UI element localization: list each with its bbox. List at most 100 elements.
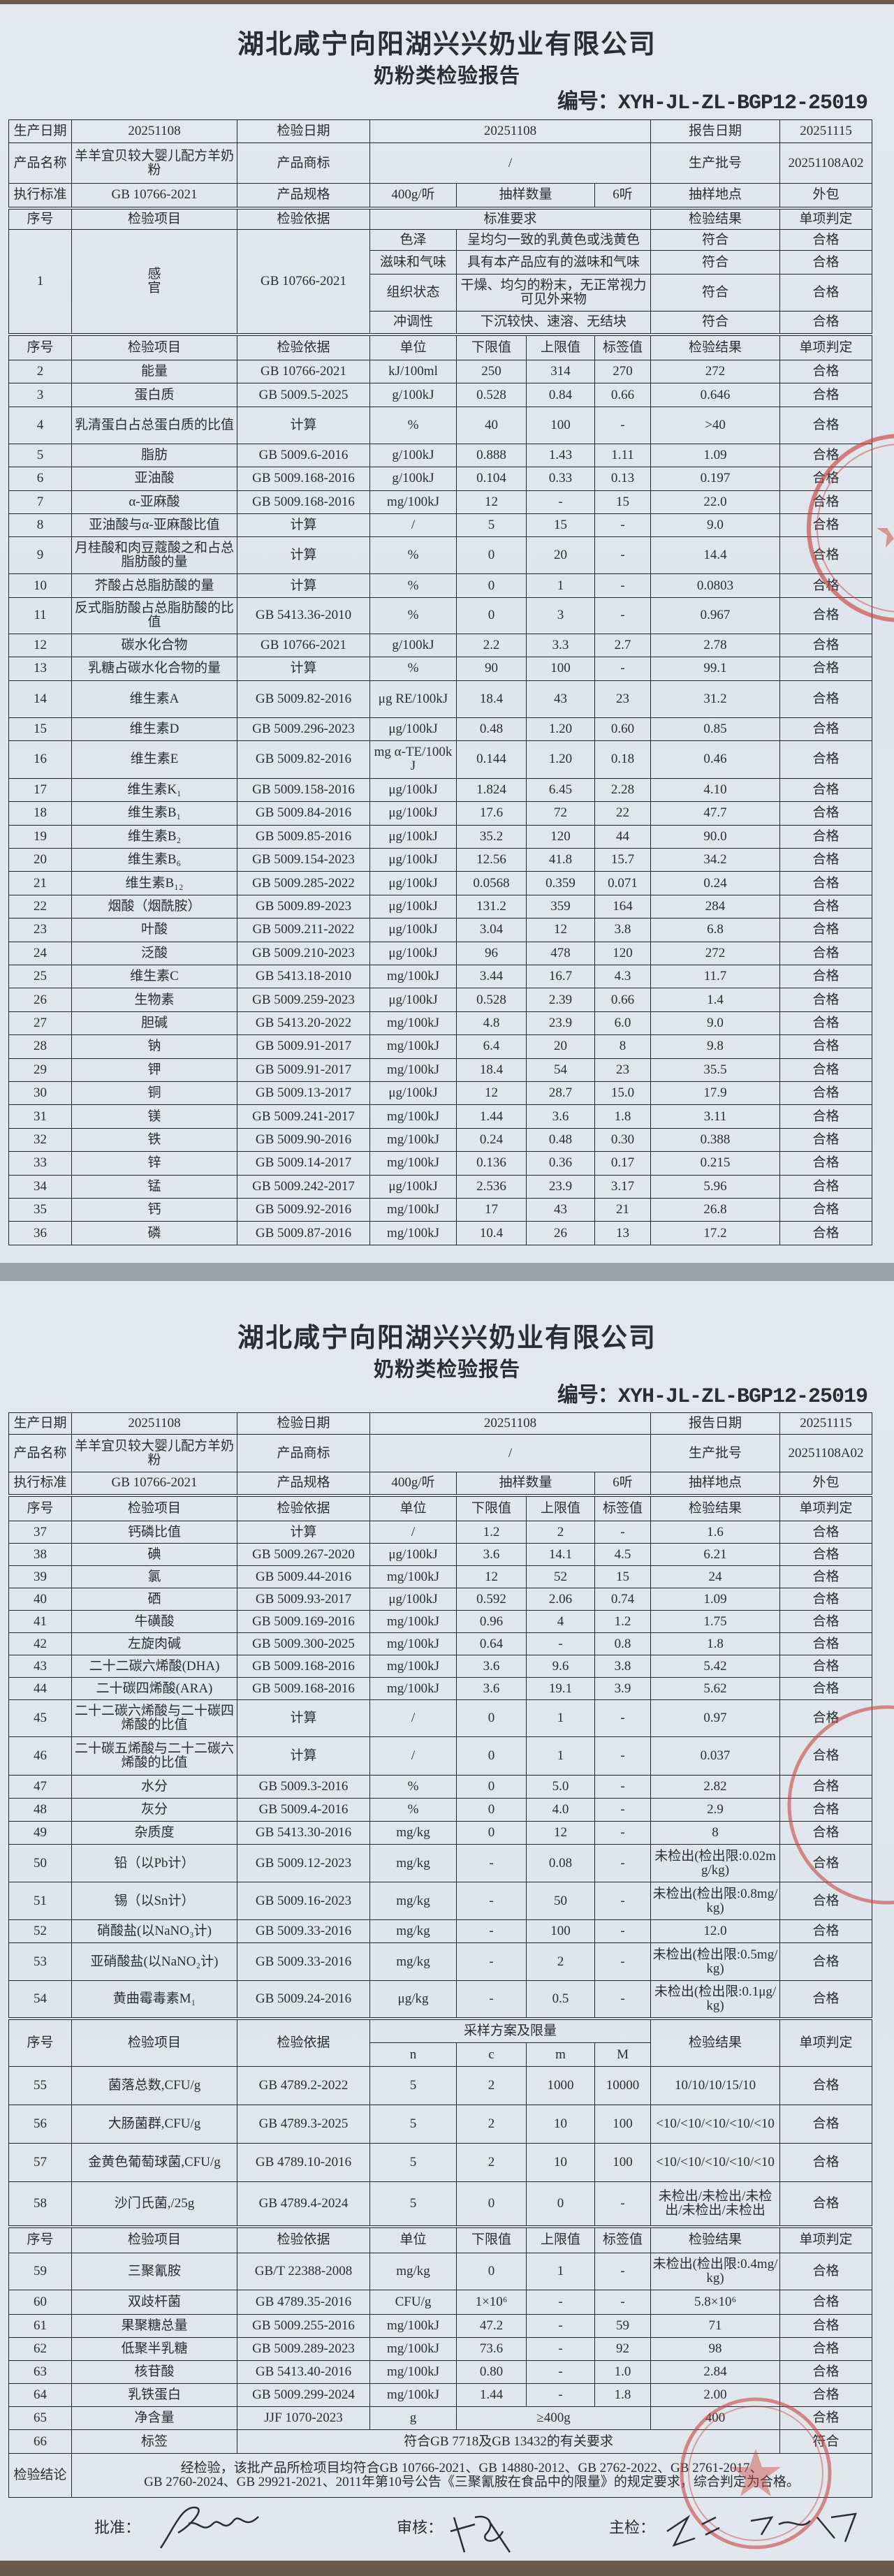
row-number: 47	[8, 1775, 72, 1799]
upper-limit: 1	[526, 1736, 595, 1776]
sample-c: 2	[456, 2143, 527, 2182]
judgment: 合格	[779, 573, 873, 598]
label-value: 15.0	[594, 1081, 652, 1106]
lower-limit: 0.528	[456, 988, 527, 1012]
label-value: 6.0	[594, 1011, 652, 1036]
test-result: <10/<10/<10/<10/<10	[650, 2143, 781, 2182]
unit: CFU/g	[369, 2290, 457, 2315]
row-number: 51	[8, 1882, 72, 1920]
limit-m: 0	[526, 2181, 595, 2227]
unit: mg/kg	[369, 1942, 457, 1981]
company-name: 湖北咸宁向阳湖兴兴奶业有限公司	[237, 1324, 657, 1353]
column-header: 单位	[369, 332, 457, 360]
item-name: 维生素D	[71, 717, 237, 741]
judgment: 合格	[779, 1775, 873, 1799]
column-header: 序号	[8, 206, 72, 230]
test-result: 未检出(检出限:0.4mg/kg)	[650, 2253, 781, 2290]
table-header: 序号 检验项目 检验依据 标准要求 检验结果 单项判定	[8, 206, 873, 230]
sensory-attribute: 冲调性	[369, 311, 457, 335]
judgment: 合格	[779, 1699, 873, 1737]
judgment: 合格	[779, 941, 873, 966]
label-value: 0.66	[594, 988, 652, 1012]
test-result: 0.197	[650, 467, 781, 491]
sample-n: 5	[369, 2105, 457, 2144]
judgment: 合格	[779, 2181, 873, 2227]
column-header: 检验项目	[71, 2017, 237, 2067]
table-row: 执行标准 GB 10766-2021 产品规格 400g/听 抽样数量 6听 抽样地点 外包	[8, 183, 873, 208]
judgment: 合格	[779, 406, 873, 444]
test-basis: GB 5009.33-2016	[237, 1919, 370, 1943]
item-name: 三聚氰胺	[71, 2253, 237, 2290]
table-row: 64 乳铁蛋白 GB 5009.299-2024 mg/100kJ 1.44-1.8 2.…	[8, 2383, 873, 2407]
item-name: 亚硝酸盐(以NaNO₂计)	[71, 1942, 237, 1981]
judgment: 合格	[779, 1655, 873, 1678]
label-value: 0.74	[594, 1588, 652, 1611]
test-basis: GB 5009.255-2016	[237, 2314, 370, 2338]
row-number: 28	[8, 1034, 72, 1059]
test-basis: GB 5009.168-2016	[237, 1677, 370, 1700]
row-number: 31	[8, 1104, 72, 1129]
lower-limit: 0	[456, 1699, 527, 1737]
judgment: 合格	[779, 383, 873, 407]
judgment: 合格	[779, 1081, 873, 1106]
lower-limit: 3.6	[456, 1543, 527, 1566]
test-date-label: 检验日期	[237, 1412, 370, 1435]
label-value: 92	[594, 2337, 652, 2361]
unit: /	[369, 1699, 457, 1737]
test-date-label: 检验日期	[237, 119, 370, 143]
upper-limit: 1	[526, 2253, 595, 2290]
row-number: 33	[8, 1151, 72, 1176]
requirement: 呈均匀一致的乳黄色或浅黄色	[455, 229, 652, 251]
table-row: 16 维生素E GB 5009.82-2016 mg α-TE/100kJ 0.144 1…	[8, 740, 873, 779]
item-name: 脂肪	[71, 443, 237, 468]
table-row: 41 牛磺酸 GB 5009.169-2016 mg/100kJ 0.96 4 1.2 1.7…	[8, 1610, 873, 1633]
lower-limit: 0.888	[456, 443, 527, 468]
test-basis: GB 5009.300-2025	[237, 1632, 370, 1655]
table-row: 33 锌 GB 5009.14-2017 mg/100kJ 0.136 0.36 0.17 0…	[8, 1151, 873, 1176]
row-number: 65	[8, 2406, 72, 2430]
label-value: 3.8	[594, 1655, 652, 1678]
inspection-table: 生产日期 20251108 检验日期 20251108 报告日期 20251115 产品名称…	[8, 119, 873, 1245]
table-row: 检验结论 经检验，该批产品所检项目均符合GB 10766-2021、GB 1488…	[8, 2453, 873, 2498]
table-row: 20 维生素B₆ GB 5009.154-2023 μg/100kJ 12.56 41.8…	[8, 848, 873, 872]
upper-limit: 23.9	[526, 1011, 595, 1036]
unit: /	[369, 1521, 457, 1544]
unit: μg/kg	[369, 1980, 457, 2019]
row-number: 56	[8, 2105, 72, 2144]
lower-limit: 0.136	[456, 1151, 527, 1176]
test-basis: GB 5009.24-2016	[237, 1980, 370, 2019]
item-name: 乳铁蛋白	[71, 2383, 237, 2407]
lower-limit: 0.48	[456, 717, 527, 741]
lower-limit: 1.824	[456, 777, 527, 803]
requirement: 具有本产品应有的滋味和气味	[455, 250, 652, 275]
lower-limit: 2.536	[456, 1174, 527, 1199]
unit: %	[369, 1798, 457, 1822]
sample-place: 外包	[779, 183, 873, 208]
row-number: 15	[8, 717, 72, 741]
test-date: 20251108	[369, 1412, 652, 1435]
table-row: 60 双歧杆菌 GB 4789.35-2016 CFU/g 1×10⁶ - -5.8×10⁶…	[8, 2290, 873, 2315]
row-number: 64	[8, 2383, 72, 2407]
judgment: 合格	[779, 229, 873, 251]
test-result: 0.215	[650, 1151, 781, 1176]
lower-limit: 0.64	[456, 1632, 527, 1655]
lower-limit: 0	[456, 2253, 527, 2290]
table-row: 执行标准 GB 10766-2021 产品规格 400g/听 抽样数量 6听 抽样地点 外包	[8, 1472, 873, 1495]
test-basis: GB 10766-2021	[237, 359, 370, 384]
table-row: 18 维生素B₁ GB 5009.84-2016 μg/100kJ 17.6 72 22 47…	[8, 801, 873, 826]
table-row: 17 维生素K₁ GB 5009.158-2016 μg/100kJ 1.824 6.45…	[8, 777, 873, 803]
test-result: 8	[650, 1821, 781, 1845]
column-header: 检验结果	[650, 1493, 781, 1521]
row-number: 59	[8, 2253, 72, 2290]
table-row: 32 铁 GB 5009.90-2016 mg/100kJ 0.24 0.48 0.30 0.…	[8, 1127, 873, 1152]
item-name: 大肠菌群,CFU/g	[71, 2105, 237, 2144]
lower-limit: 0	[456, 1775, 527, 1799]
label-value: -	[594, 1919, 652, 1943]
table-row: 6 亚油酸 GB 5009.168-2016 g/100kJ 0.104 0.33 0.13…	[8, 467, 873, 491]
production-date: 20251108	[71, 1412, 237, 1435]
lower-limit: 0.528	[456, 383, 527, 407]
label-value: 0.17	[594, 1151, 652, 1176]
test-result: 0.0803	[650, 573, 781, 598]
item-name: 锌	[71, 1151, 237, 1176]
